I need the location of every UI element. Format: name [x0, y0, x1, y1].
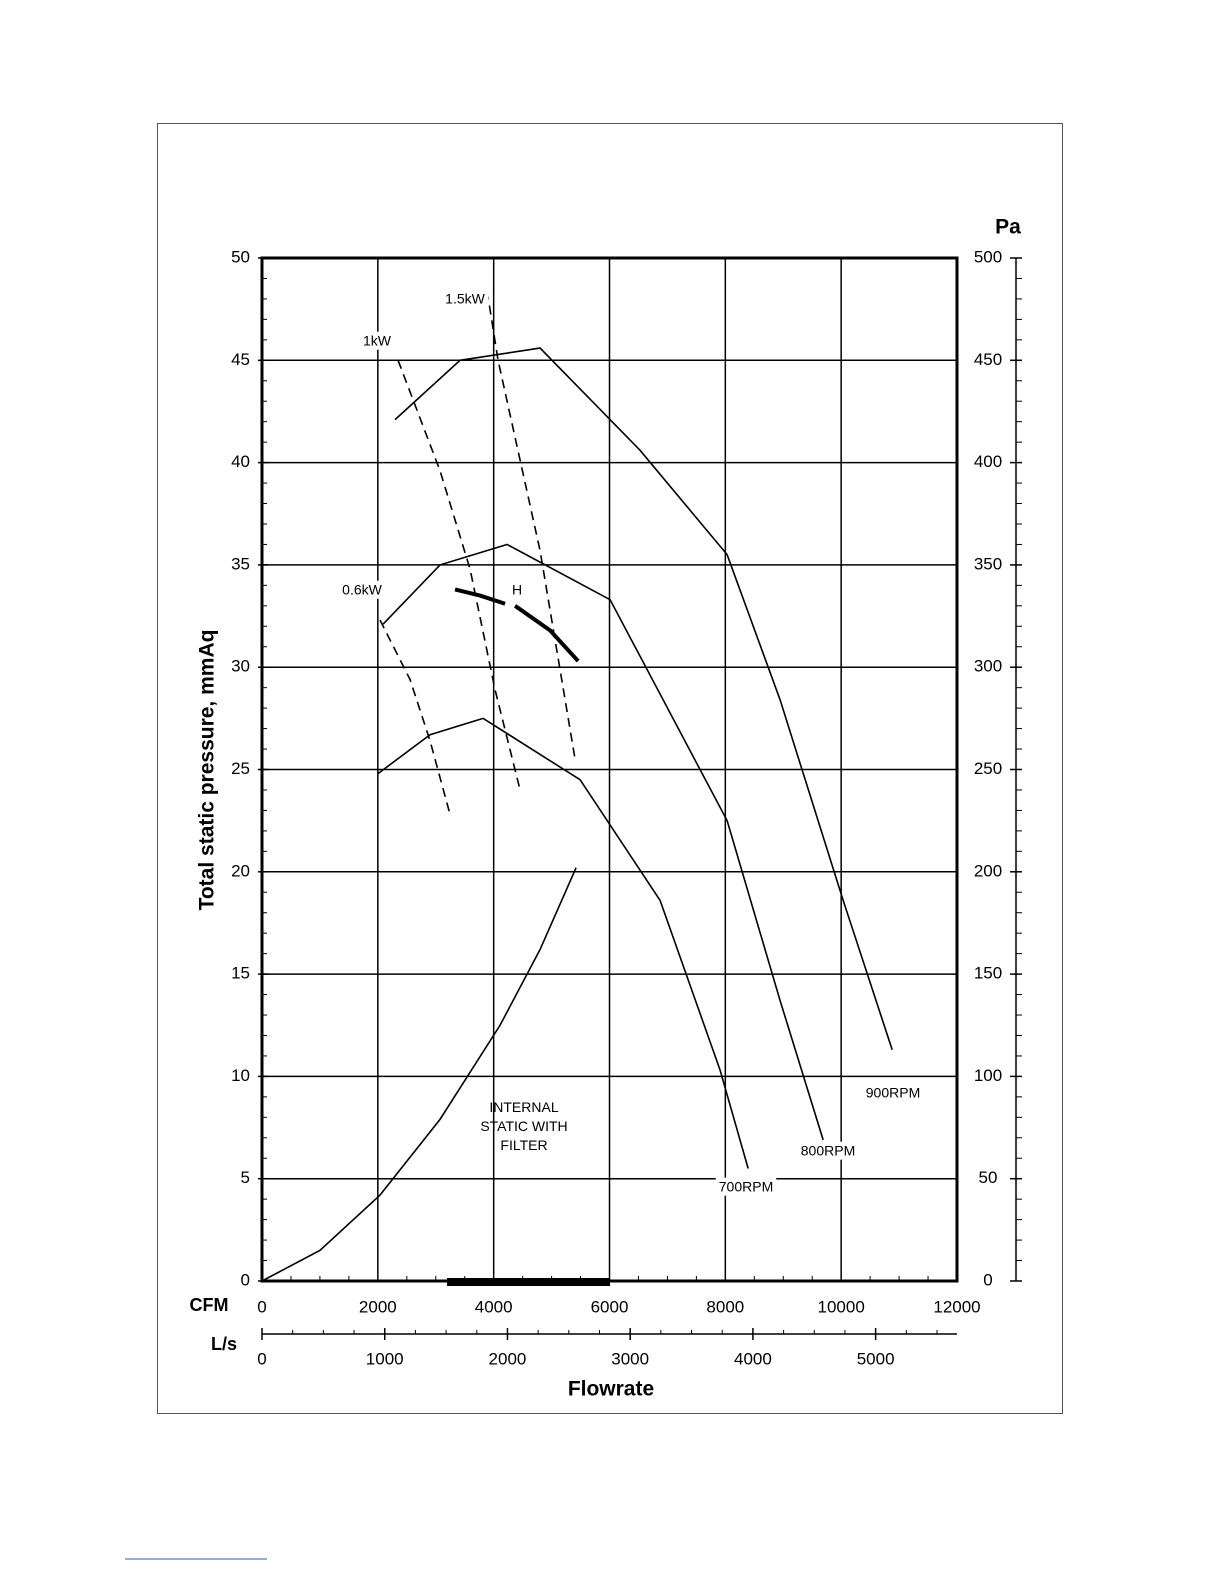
series-label: INTERNAL STATIC WITH FILTER — [480, 1099, 568, 1153]
series-line — [382, 543, 824, 1141]
series-line — [486, 290, 576, 760]
series-label: 800RPM — [801, 1143, 855, 1159]
label-bg — [442, 289, 489, 308]
y-tick-label: 25 — [231, 759, 250, 778]
x-axis-title: Flowrate — [568, 1378, 654, 1401]
y2-tick-label: 350 — [974, 554, 1002, 573]
y2-tick-label: 200 — [974, 861, 1002, 880]
series-label: 1.5kW — [445, 291, 485, 307]
series-line — [379, 619, 451, 815]
frame — [157, 123, 1063, 1414]
y-tick-label: 40 — [231, 452, 250, 471]
x-tick-label: 2000 — [359, 1297, 397, 1316]
y-tick-label: 10 — [231, 1066, 250, 1085]
x-tick-label: 10000 — [818, 1297, 865, 1316]
y2-tick-label: 500 — [974, 247, 1002, 266]
series-line — [454, 587, 580, 663]
x-unit: CFM — [190, 1295, 229, 1315]
label-bg — [797, 1141, 859, 1160]
y-tick-label: 50 — [231, 247, 250, 266]
series-label: 0.6kW — [342, 582, 382, 598]
series-line — [377, 717, 749, 1169]
x-tick-label: 0 — [257, 1297, 266, 1316]
y2-tick-label: 250 — [974, 759, 1002, 778]
label-bg — [339, 580, 386, 599]
series-label: 900RPM — [866, 1085, 920, 1101]
y2-tick-label: 400 — [974, 452, 1002, 471]
label-bg — [360, 331, 395, 350]
y2-axis-title: Pa — [995, 216, 1021, 239]
y-tick-label: 45 — [231, 350, 250, 369]
series-line — [394, 347, 893, 1051]
y2-tick-label: 450 — [974, 350, 1002, 369]
x-tick-label: 12000 — [933, 1297, 980, 1316]
y-tick-label: 30 — [231, 657, 250, 676]
y2-tick-label: 50 — [979, 1168, 998, 1187]
x2-tick-label: 1000 — [366, 1349, 404, 1368]
label-bg — [862, 1083, 924, 1102]
label-bg — [715, 1177, 777, 1196]
series-label: 700RPM — [719, 1179, 773, 1195]
y2-tick-label: 300 — [974, 657, 1002, 676]
x2-tick-label: 4000 — [734, 1349, 772, 1368]
x-tick-label: 6000 — [591, 1297, 629, 1316]
x2-tick-label: 2000 — [489, 1349, 527, 1368]
x2-tick-label: 5000 — [857, 1349, 895, 1368]
x2-unit: L/s — [211, 1334, 237, 1354]
x-tick-label: 4000 — [475, 1297, 513, 1316]
y-tick-label: 5 — [241, 1168, 250, 1187]
y2-tick-label: 150 — [974, 964, 1002, 983]
y2-tick-label: 100 — [974, 1066, 1002, 1085]
x2-tick-label: 0 — [257, 1349, 266, 1368]
y-tick-label: 0 — [241, 1270, 250, 1289]
y-tick-label: 35 — [231, 554, 250, 573]
series-label: 1kW — [363, 333, 392, 349]
y-axis-title: Total static pressure, mmAq — [196, 630, 219, 911]
label-bg — [508, 580, 526, 599]
series-line — [261, 867, 577, 1282]
series-label: H — [512, 582, 522, 598]
y-tick-label: 20 — [231, 861, 250, 880]
range-bar — [447, 1278, 611, 1286]
series-line — [397, 360, 521, 791]
x-tick-label: 8000 — [706, 1297, 744, 1316]
y2-tick-label: 0 — [983, 1270, 992, 1289]
y-tick-label: 15 — [231, 964, 250, 983]
x2-tick-label: 3000 — [611, 1349, 649, 1368]
